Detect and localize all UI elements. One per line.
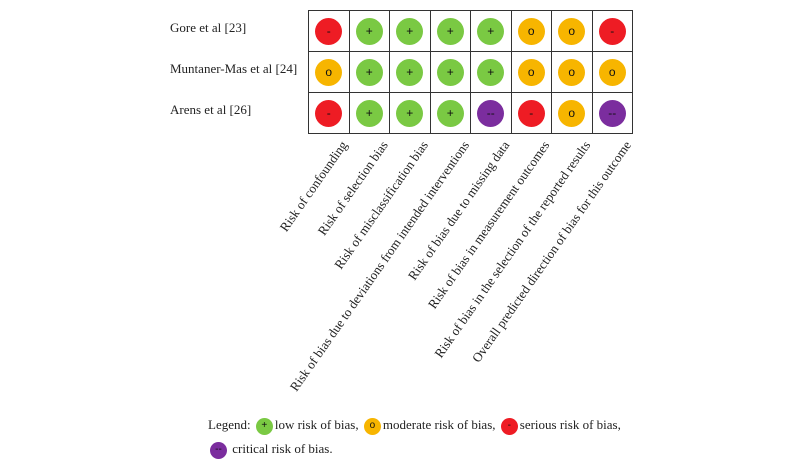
legend-critical-label: critical risk of bias. bbox=[232, 441, 333, 456]
rating-dot: - bbox=[598, 17, 626, 45]
grid-cell: o bbox=[552, 93, 593, 134]
legend-serious-dot: - bbox=[500, 417, 518, 435]
risk-of-bias-grid: - + + + + o o - o + + + + o o o - + + + -- - o -- bbox=[308, 10, 633, 134]
grid-cell: - bbox=[592, 11, 633, 52]
grid-cell: + bbox=[349, 93, 390, 134]
rating-dot: + bbox=[396, 99, 424, 127]
rating-dot: + bbox=[355, 58, 383, 86]
rating-dot: o bbox=[558, 58, 586, 86]
grid-cell: o bbox=[592, 52, 633, 93]
rating-dot: + bbox=[436, 17, 464, 45]
grid-cell: -- bbox=[471, 93, 512, 134]
grid-cell: + bbox=[349, 52, 390, 93]
legend-low-label: low risk of bias, bbox=[274, 417, 359, 432]
grid-cell: o bbox=[511, 52, 552, 93]
rating-dot: + bbox=[355, 99, 383, 127]
rating-dot: + bbox=[355, 17, 383, 45]
grid-cell: + bbox=[390, 11, 431, 52]
grid-cell: o bbox=[309, 52, 350, 93]
rating-dot: + bbox=[396, 17, 424, 45]
rating-dot: - bbox=[315, 99, 343, 127]
rating-dot: + bbox=[436, 58, 464, 86]
rating-dot: o bbox=[517, 58, 545, 86]
study-label-muntaner-mas: Muntaner-Mas et al [24] bbox=[170, 61, 298, 76]
rating-dot: -- bbox=[477, 99, 505, 127]
rating-dot: o bbox=[558, 99, 586, 127]
legend-low-dot: + bbox=[255, 417, 273, 435]
grid-cell: + bbox=[471, 52, 512, 93]
legend-line-1: Legend: + low risk of bias, o moderate ris… bbox=[208, 413, 621, 437]
rating-dot: + bbox=[477, 58, 505, 86]
legend: Legend: + low risk of bias, o moderate ris… bbox=[208, 413, 621, 461]
grid-cell: - bbox=[309, 11, 350, 52]
legend-critical-dot: -- bbox=[210, 441, 227, 459]
legend-serious-label: serious risk of bias, bbox=[519, 417, 621, 432]
grid-cell: o bbox=[552, 52, 593, 93]
rating-dot: o bbox=[517, 17, 545, 45]
rating-dot: o bbox=[315, 58, 343, 86]
legend-prefix: Legend: bbox=[208, 417, 251, 432]
rating-dot: - bbox=[315, 17, 343, 45]
rating-dot: o bbox=[558, 17, 586, 45]
rating-dot: -- bbox=[598, 99, 626, 127]
legend-moderate-dot: o bbox=[363, 417, 381, 435]
legend-moderate-label: moderate risk of bias, bbox=[382, 417, 496, 432]
legend-line-2: -- critical risk of bias. bbox=[208, 437, 621, 461]
grid-cell: + bbox=[430, 52, 471, 93]
rating-dot: o bbox=[598, 58, 626, 86]
grid-cell: + bbox=[430, 93, 471, 134]
grid-cell: - bbox=[511, 93, 552, 134]
grid-cell: o bbox=[552, 11, 593, 52]
grid-cell: + bbox=[390, 93, 431, 134]
grid-cell: + bbox=[471, 11, 512, 52]
rating-dot: - bbox=[517, 99, 545, 127]
grid-cell: + bbox=[430, 11, 471, 52]
grid-cell: -- bbox=[592, 93, 633, 134]
rating-dot: + bbox=[477, 17, 505, 45]
grid-cell: o bbox=[511, 11, 552, 52]
rating-dot: + bbox=[436, 99, 464, 127]
rating-dot: + bbox=[396, 58, 424, 86]
study-label-gore: Gore et al [23] bbox=[170, 20, 247, 35]
grid-cell: - bbox=[309, 93, 350, 134]
grid-cell: + bbox=[349, 11, 390, 52]
study-label-arens: Arens et al [26] bbox=[170, 102, 252, 117]
grid-cell: + bbox=[390, 52, 431, 93]
